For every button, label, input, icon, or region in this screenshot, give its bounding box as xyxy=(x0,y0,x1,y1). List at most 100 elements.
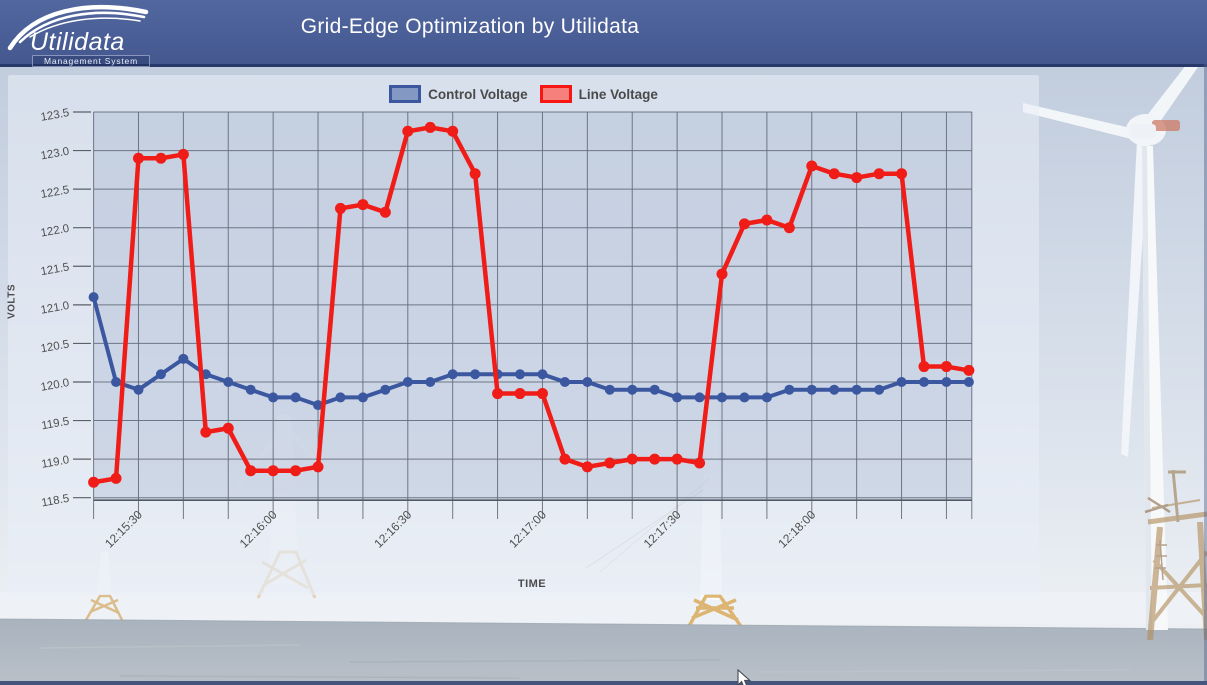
point-line-voltage[interactable] xyxy=(963,364,975,376)
point-line-voltage[interactable] xyxy=(806,160,818,172)
point-control-voltage[interactable] xyxy=(537,369,548,380)
point-control-voltage[interactable] xyxy=(896,376,907,387)
point-control-voltage[interactable] xyxy=(380,384,391,395)
point-control-voltage[interactable] xyxy=(739,392,750,403)
point-line-voltage[interactable] xyxy=(379,206,391,218)
y-axis-title: VOLTS xyxy=(6,283,18,320)
point-line-voltage[interactable] xyxy=(110,472,122,484)
point-line-voltage[interactable] xyxy=(357,199,369,211)
point-control-voltage[interactable] xyxy=(649,384,660,395)
point-line-voltage[interactable] xyxy=(626,453,638,465)
point-control-voltage[interactable] xyxy=(874,384,885,395)
header-bar: Utilidata Management System Grid-Edge Op… xyxy=(0,0,1207,67)
point-line-voltage[interactable] xyxy=(694,457,706,469)
y-tick-label: 121.5 xyxy=(40,261,70,278)
point-control-voltage[interactable] xyxy=(357,392,368,403)
point-control-voltage[interactable] xyxy=(582,376,593,387)
point-control-voltage[interactable] xyxy=(829,384,840,395)
point-line-voltage[interactable] xyxy=(132,152,144,164)
point-control-voltage[interactable] xyxy=(918,376,929,387)
point-line-voltage[interactable] xyxy=(896,168,908,180)
point-line-voltage[interactable] xyxy=(738,218,750,230)
point-control-voltage[interactable] xyxy=(88,292,99,303)
point-control-voltage[interactable] xyxy=(335,392,346,403)
point-control-voltage[interactable] xyxy=(806,384,817,395)
point-line-voltage[interactable] xyxy=(402,125,414,137)
legend-label-control-voltage: Control Voltage xyxy=(428,86,528,102)
point-control-voltage[interactable] xyxy=(223,376,234,387)
point-line-voltage[interactable] xyxy=(200,426,212,438)
point-line-voltage[interactable] xyxy=(424,121,436,133)
point-control-voltage[interactable] xyxy=(963,376,974,387)
point-line-voltage[interactable] xyxy=(716,268,728,280)
point-control-voltage[interactable] xyxy=(111,376,122,387)
x-tick-label: 12:17:30 xyxy=(641,507,684,550)
y-tick-label: 123.0 xyxy=(40,146,70,163)
point-line-voltage[interactable] xyxy=(940,361,952,373)
point-line-voltage[interactable] xyxy=(88,476,100,488)
point-control-voltage[interactable] xyxy=(851,384,862,395)
point-line-voltage[interactable] xyxy=(447,125,459,137)
legend-item-line-voltage[interactable]: Line Voltage xyxy=(539,85,658,103)
y-tick-label: 120.5 xyxy=(40,338,70,355)
point-line-voltage[interactable] xyxy=(290,465,302,477)
point-control-voltage[interactable] xyxy=(178,353,189,364)
point-line-voltage[interactable] xyxy=(536,388,548,400)
point-control-voltage[interactable] xyxy=(470,369,481,380)
point-line-voltage[interactable] xyxy=(492,388,504,400)
point-control-voltage[interactable] xyxy=(447,369,458,380)
point-line-voltage[interactable] xyxy=(783,222,795,234)
point-control-voltage[interactable] xyxy=(515,369,526,380)
point-line-voltage[interactable] xyxy=(222,422,234,434)
sea xyxy=(0,619,1207,685)
point-control-voltage[interactable] xyxy=(672,392,683,403)
point-line-voltage[interactable] xyxy=(312,461,324,473)
logo-swoosh-icon xyxy=(7,5,149,51)
point-line-voltage[interactable] xyxy=(267,465,279,477)
point-control-voltage[interactable] xyxy=(761,392,772,403)
point-control-voltage[interactable] xyxy=(155,369,166,380)
legend-item-control-voltage[interactable]: Control Voltage xyxy=(389,85,528,103)
point-line-voltage[interactable] xyxy=(761,214,773,226)
point-control-voltage[interactable] xyxy=(717,392,728,403)
point-control-voltage[interactable] xyxy=(627,384,638,395)
point-control-voltage[interactable] xyxy=(245,384,256,395)
point-line-voltage[interactable] xyxy=(334,202,346,214)
point-line-voltage[interactable] xyxy=(581,461,593,473)
point-control-voltage[interactable] xyxy=(402,376,413,387)
mouse-cursor xyxy=(737,669,752,685)
point-control-voltage[interactable] xyxy=(313,400,324,411)
x-tick-label: 12:18:00 xyxy=(775,507,818,550)
point-line-voltage[interactable] xyxy=(828,168,840,180)
point-line-voltage[interactable] xyxy=(245,465,257,477)
point-line-voltage[interactable] xyxy=(851,172,863,184)
logo-subtitle: Management System xyxy=(32,55,150,67)
point-line-voltage[interactable] xyxy=(559,453,571,465)
point-line-voltage[interactable] xyxy=(514,388,526,400)
point-line-voltage[interactable] xyxy=(873,168,885,180)
point-control-voltage[interactable] xyxy=(290,392,301,403)
chart-panel xyxy=(8,75,1039,595)
point-control-voltage[interactable] xyxy=(604,384,615,395)
point-control-voltage[interactable] xyxy=(268,392,279,403)
point-control-voltage[interactable] xyxy=(941,376,952,387)
page-title: Grid-Edge Optimization by Utilidata xyxy=(300,15,640,38)
point-control-voltage[interactable] xyxy=(694,392,705,403)
point-line-voltage[interactable] xyxy=(469,168,481,180)
series-line-line-voltage xyxy=(91,125,972,485)
point-line-voltage[interactable] xyxy=(155,152,167,164)
utilidata-logo[interactable]: Utilidata Management System xyxy=(6,2,156,67)
point-line-voltage[interactable] xyxy=(604,457,616,469)
legend-swatch-line-voltage xyxy=(539,85,572,103)
x-tick-label: 12:16:00 xyxy=(237,507,280,550)
point-line-voltage[interactable] xyxy=(671,453,683,465)
point-line-voltage[interactable] xyxy=(918,361,930,373)
point-control-voltage[interactable] xyxy=(425,376,436,387)
point-control-voltage[interactable] xyxy=(559,376,570,387)
x-axis-title: TIME xyxy=(517,578,547,590)
point-line-voltage[interactable] xyxy=(177,148,189,160)
point-control-voltage[interactable] xyxy=(133,384,144,395)
point-control-voltage[interactable] xyxy=(784,384,795,395)
point-line-voltage[interactable] xyxy=(649,453,661,465)
